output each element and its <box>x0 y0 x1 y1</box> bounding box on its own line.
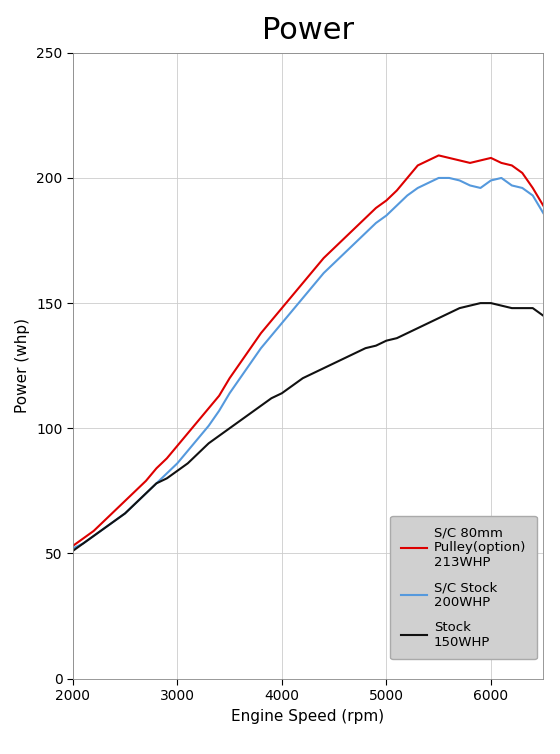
X-axis label: Engine Speed (rpm): Engine Speed (rpm) <box>231 709 385 724</box>
Title: Power: Power <box>262 16 354 45</box>
Y-axis label: Power (whp): Power (whp) <box>16 318 30 413</box>
Legend: S/C 80mm
Pulley(option)
213WHP, S/C Stock
200WHP, Stock
150WHP: S/C 80mm Pulley(option) 213WHP, S/C Stoc… <box>390 516 536 660</box>
